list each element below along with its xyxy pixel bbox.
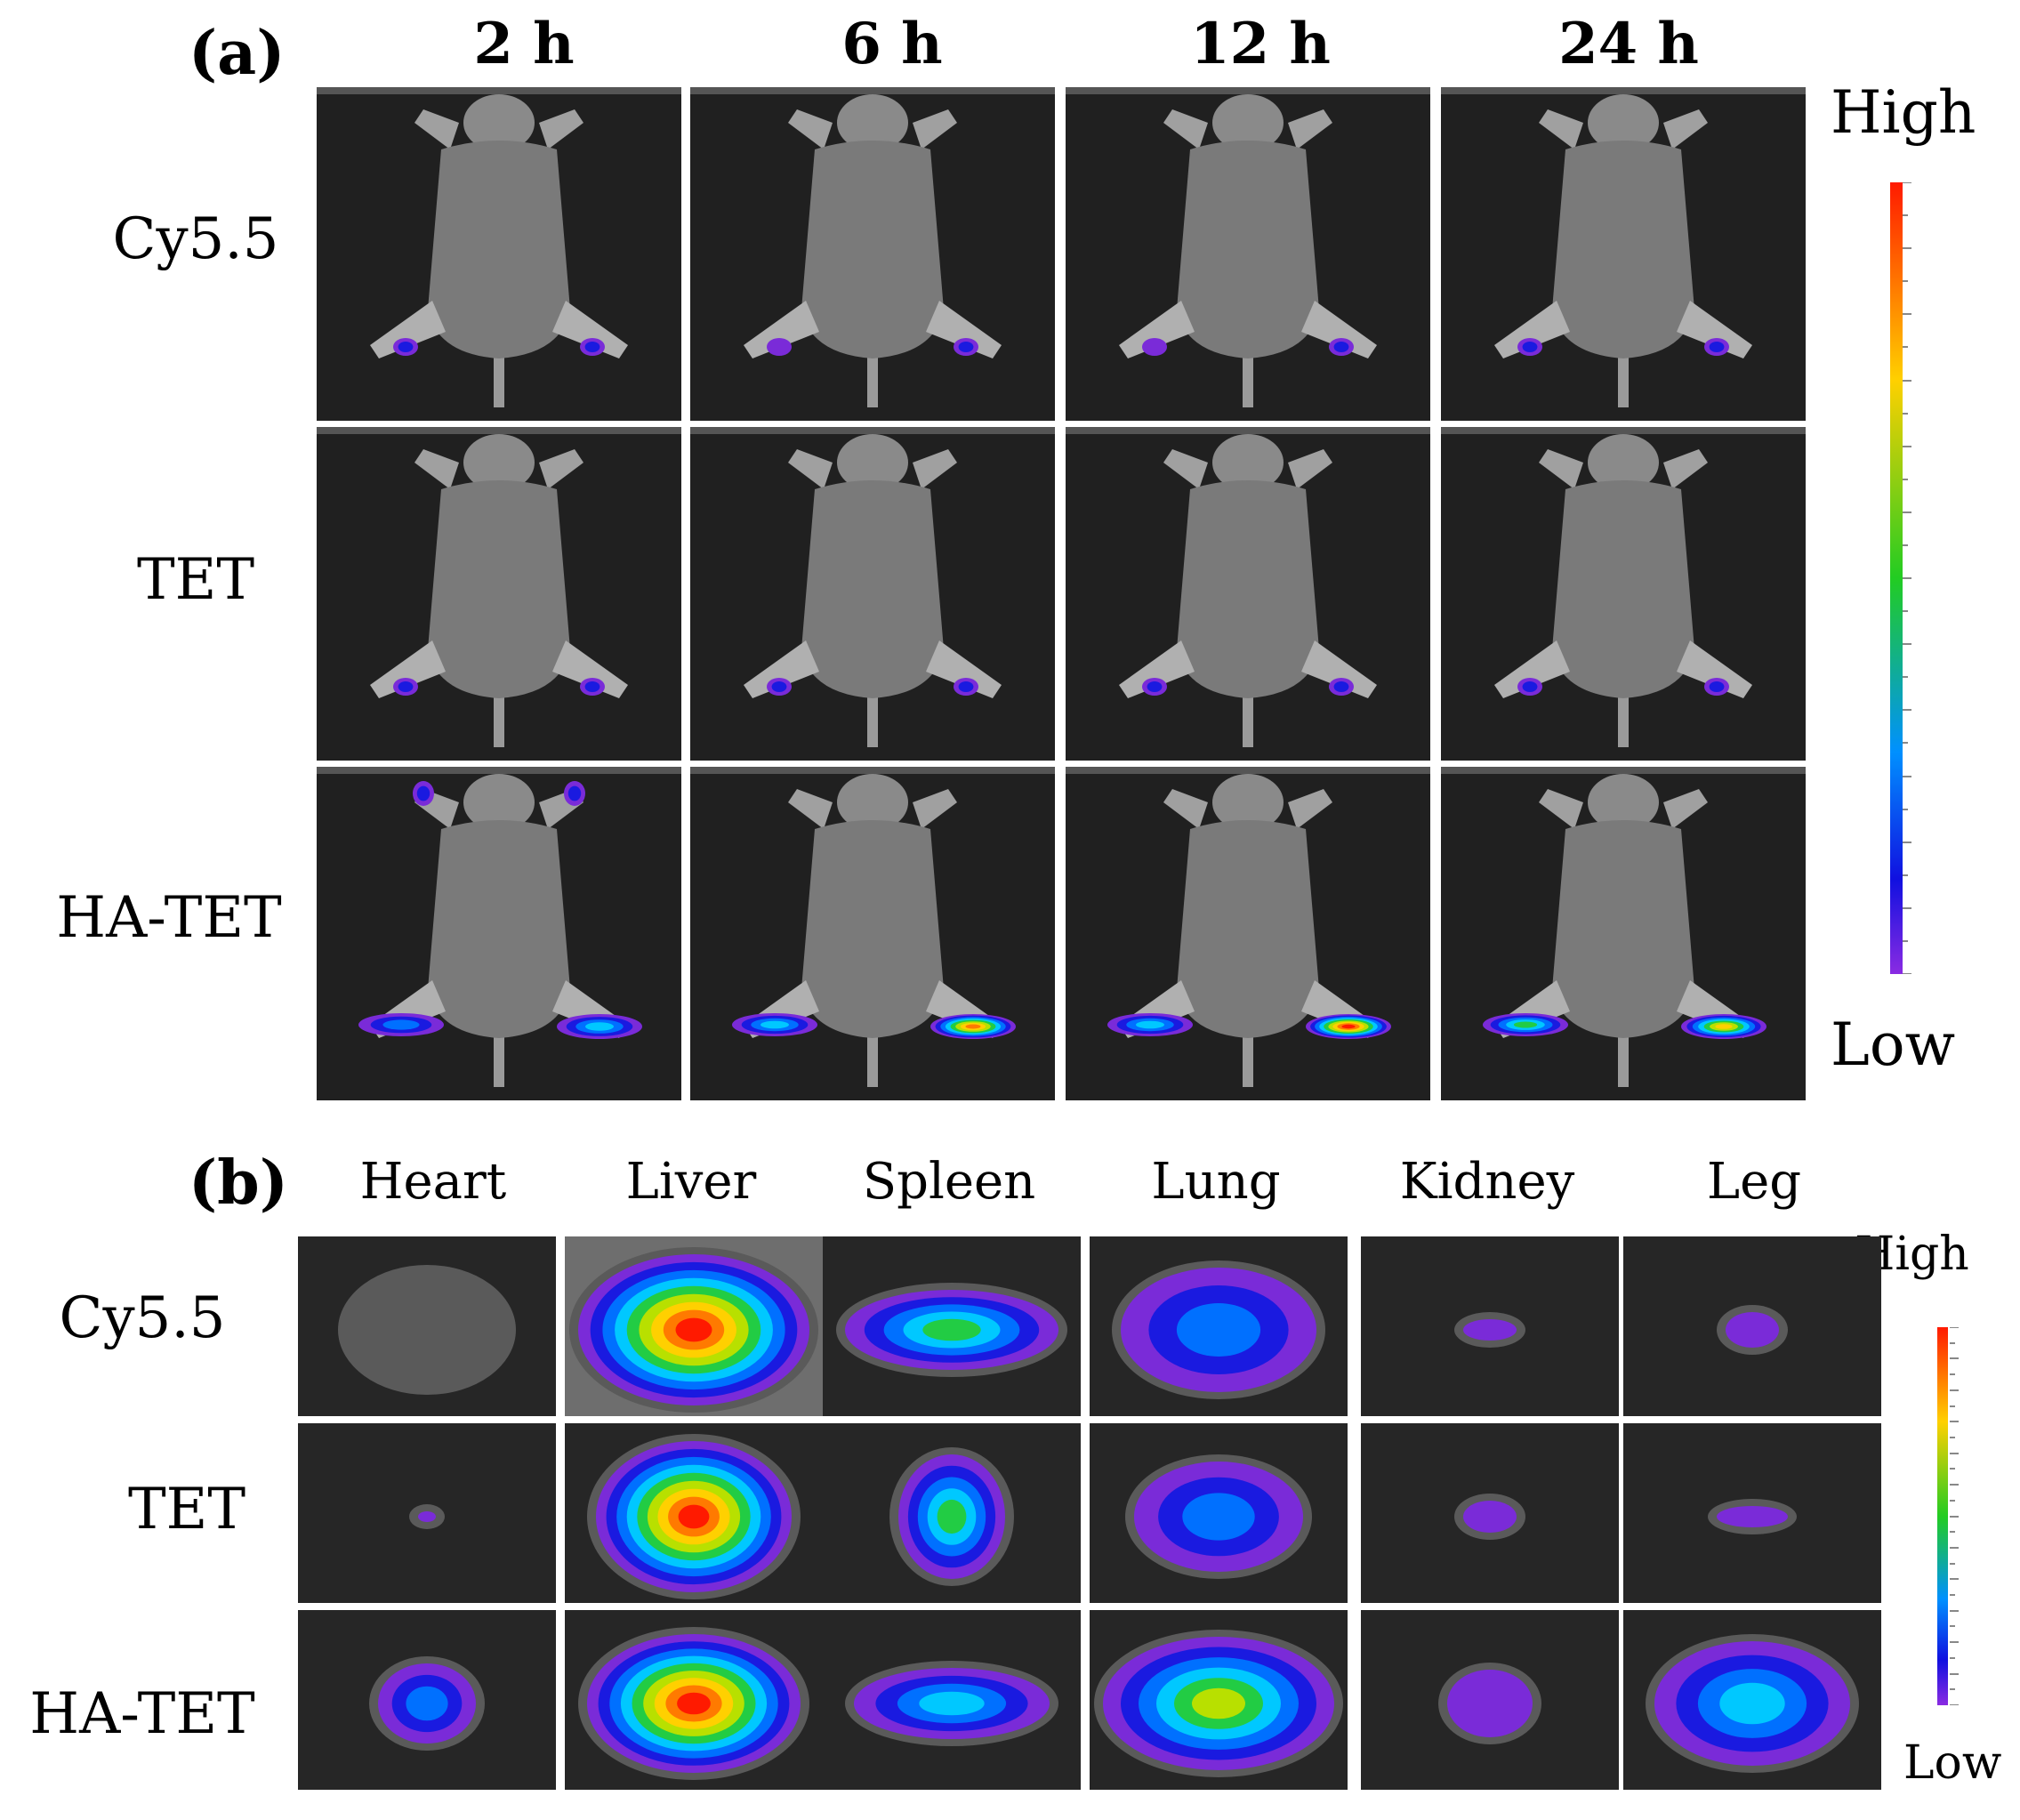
- color-scale-bar-b: [1937, 1326, 1960, 1706]
- organ-label-liver: Liver: [625, 1153, 757, 1211]
- mouse-image: [317, 87, 681, 421]
- mouse-image: [1441, 427, 1806, 761]
- organ-image: [1623, 1423, 1881, 1603]
- organ-image: [298, 1610, 556, 1790]
- organ-image: [565, 1236, 823, 1416]
- scale-low-label-a: Low: [1831, 1011, 1956, 1079]
- mouse-image: [690, 427, 1055, 761]
- organ-image: [1361, 1423, 1619, 1603]
- mouse-image: [690, 87, 1055, 421]
- mouse-image: [1441, 87, 1806, 421]
- row-label-ha-tet: HA-TET: [56, 885, 282, 951]
- organ-image: [1623, 1610, 1881, 1790]
- column-label-12h: 12 h: [1190, 11, 1331, 77]
- organ-row-label-ha-tet: HA-TET: [29, 1681, 255, 1747]
- mouse-image: [1066, 87, 1430, 421]
- mouse-image: [1066, 767, 1430, 1100]
- color-scale-bar-a: [1890, 181, 1913, 975]
- organ-image: [1090, 1610, 1348, 1790]
- row-label-tet: TET: [136, 547, 255, 613]
- mouse-image: [317, 427, 681, 761]
- organ-label-heart: Heart: [359, 1153, 507, 1211]
- mouse-image: [690, 767, 1055, 1100]
- organ-image: [565, 1423, 823, 1603]
- scale-low-label-b: Low: [1903, 1736, 2002, 1790]
- row-label-cy55: Cy5.5: [112, 206, 279, 272]
- organ-image: [1090, 1236, 1348, 1416]
- mouse-image: [1066, 427, 1430, 761]
- column-label-6h: 6 h: [841, 11, 943, 77]
- organ-row-label-cy55: Cy5.5: [59, 1285, 226, 1351]
- organ-row-label-tet: TET: [127, 1477, 246, 1542]
- organ-label-spleen: Spleen: [862, 1153, 1036, 1211]
- mouse-image: [1441, 767, 1806, 1100]
- organ-image: [1090, 1423, 1348, 1603]
- panel-b-letter: (b): [189, 1148, 288, 1219]
- organ-image: [1361, 1610, 1619, 1790]
- organ-image: [298, 1236, 556, 1416]
- organ-image: [823, 1236, 1081, 1416]
- organ-image: [823, 1423, 1081, 1603]
- organ-image: [1623, 1236, 1881, 1416]
- column-label-24h: 24 h: [1558, 11, 1699, 77]
- column-label-2h: 2 h: [473, 11, 575, 77]
- mouse-image: [317, 767, 681, 1100]
- scale-high-label-a: High: [1831, 78, 1976, 147]
- organ-label-lung: Lung: [1151, 1153, 1281, 1211]
- organ-image: [565, 1610, 823, 1790]
- organ-image: [823, 1610, 1081, 1790]
- organ-label-kidney: Kidney: [1399, 1153, 1575, 1211]
- organ-image: [1361, 1236, 1619, 1416]
- organ-label-leg: Leg: [1706, 1153, 1802, 1211]
- organ-image: [298, 1423, 556, 1603]
- panel-a-letter: (a): [189, 18, 286, 89]
